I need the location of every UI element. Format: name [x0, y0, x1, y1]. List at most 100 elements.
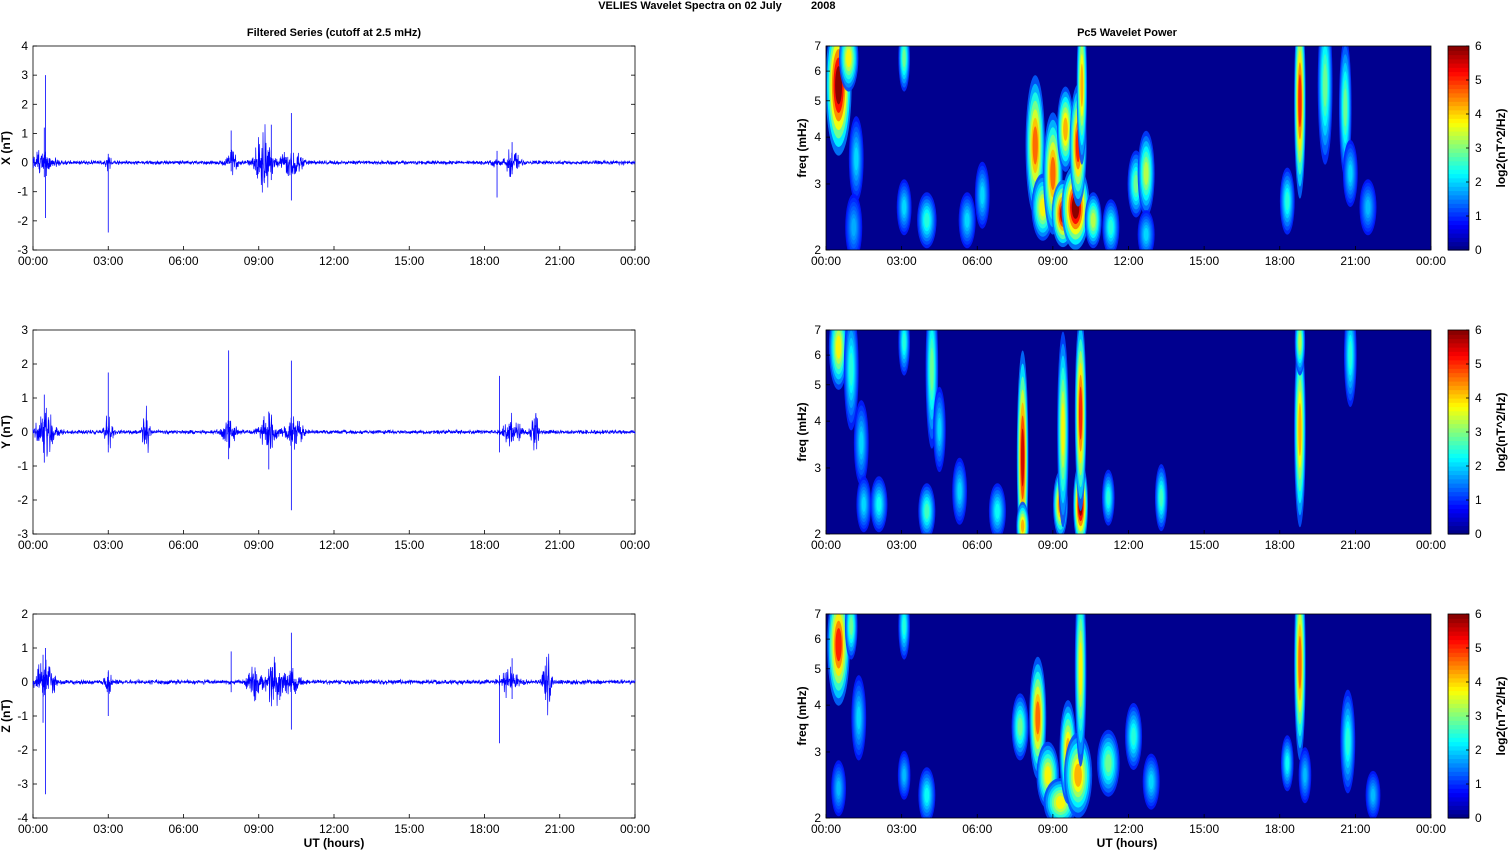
- colorbar-tick-label: 6: [1475, 323, 1482, 337]
- ytick-label: -1: [17, 185, 28, 199]
- heatmap-blob: [1133, 174, 1139, 194]
- colorbar-cell: [1448, 199, 1469, 204]
- ytick-label: 2: [814, 527, 821, 541]
- x-xtick-label: 12:00: [1113, 822, 1143, 836]
- colorbar-cell: [1448, 457, 1469, 463]
- colorbar-cell: [1448, 618, 1469, 624]
- x-xtick-label: 21:00: [545, 254, 575, 268]
- colorbar-cell: [1448, 788, 1469, 794]
- heatmap-blob: [1079, 642, 1083, 696]
- colorbar-cell: [1448, 699, 1469, 704]
- colorbar-cell: [1448, 686, 1469, 692]
- colorbar-cell: [1448, 156, 1469, 162]
- heatmap-blob: [846, 48, 852, 68]
- colorbar-cell: [1448, 224, 1469, 230]
- heatmap-blob: [835, 628, 842, 662]
- colorbar-tick-label: 3: [1475, 425, 1482, 439]
- x-xtick-label: 21:00: [1340, 822, 1370, 836]
- colorbar-cell: [1448, 241, 1469, 247]
- ytick-label: 3: [21, 323, 28, 337]
- ytick-label: 3: [21, 68, 28, 82]
- x-xtick-label: 06:00: [168, 538, 198, 552]
- heatmap-blob: [902, 332, 906, 352]
- ytick-label: 4: [814, 698, 821, 712]
- heatmap-blob: [1285, 755, 1290, 771]
- y-axis-label: freq (mHz): [795, 118, 809, 177]
- figure-title: VELIES Wavelet Spectra on 02 July: [598, 0, 782, 12]
- colorbar-label: log2(nT^2/Hz): [1494, 676, 1508, 755]
- figure-title-year: 2008: [811, 0, 835, 12]
- colorbar-cell: [1448, 376, 1469, 382]
- colorbar-cell: [1448, 483, 1469, 488]
- colorbar-tick-label: 2: [1475, 175, 1482, 189]
- colorbar-cell: [1448, 466, 1469, 471]
- ytick-label: -1: [17, 709, 28, 723]
- heatmap-blob: [1080, 63, 1084, 107]
- ytick-label: 2: [814, 811, 821, 825]
- x-xtick-label: 21:00: [1340, 254, 1370, 268]
- wavelet-panel-3: 2 3 4 5 6 7 00:00 03:00 06:00 09:00 12:00 15:00 18:0…: [795, 607, 1508, 836]
- colorbar-cell: [1448, 648, 1469, 653]
- line-panel-1: -3 -2 -1 0 1 2 3 4 00:00 03:00 06:00 09:00 12:00 15:0…: [0, 39, 650, 268]
- colorbar-cell: [1448, 338, 1469, 344]
- colorbar-tick-label: 3: [1475, 141, 1482, 155]
- heatmap-blob: [1106, 490, 1111, 506]
- x-xtick-label: 00:00: [811, 538, 841, 552]
- y-axis-label: Y (nT): [0, 415, 13, 449]
- x-xtick-label: 12:00: [319, 254, 349, 268]
- heatmap-blob: [1303, 767, 1307, 783]
- right-x-axis-label: UT (hours): [1097, 836, 1158, 850]
- colorbar-label: log2(nT^2/Hz): [1494, 108, 1508, 187]
- colorbar-cell: [1448, 233, 1469, 238]
- heatmap-blob: [957, 482, 962, 501]
- x-xtick-label: 03:00: [887, 538, 917, 552]
- x-xtick-label: 00:00: [1416, 254, 1446, 268]
- colorbar-cell: [1448, 75, 1469, 81]
- heatmap-blob: [836, 780, 841, 796]
- colorbar-cell: [1448, 186, 1469, 192]
- colorbar-cell: [1448, 245, 1469, 251]
- x-xtick-label: 09:00: [244, 254, 274, 268]
- colorbar-cell: [1448, 406, 1469, 412]
- heatmap-blob: [1148, 774, 1154, 790]
- colorbar-cell: [1448, 135, 1469, 141]
- heatmap-blob: [835, 66, 843, 105]
- x-xtick-label: 09:00: [1038, 538, 1068, 552]
- colorbar-tick-label: 1: [1475, 209, 1482, 223]
- x-xtick-label: 09:00: [244, 538, 274, 552]
- colorbar-cell: [1448, 809, 1469, 815]
- colorbar-cell: [1448, 529, 1469, 535]
- colorbar-cell: [1448, 148, 1469, 153]
- colorbar-tick-label: 5: [1475, 641, 1482, 655]
- colorbar-cell: [1448, 71, 1469, 77]
- heatmap-blob: [1105, 754, 1112, 773]
- x-xtick-label: 12:00: [1113, 538, 1143, 552]
- ytick-label: 1: [21, 126, 28, 140]
- colorbar-tick-label: 2: [1475, 743, 1482, 757]
- colorbar-cell: [1448, 813, 1469, 819]
- colorbar-cell: [1448, 237, 1469, 243]
- colorbar-cell: [1448, 101, 1469, 107]
- ytick-label: -3: [17, 243, 28, 257]
- heatmap-blob: [995, 503, 1000, 519]
- heatmap-blob: [924, 503, 930, 519]
- colorbar-cell: [1448, 97, 1469, 102]
- colorbar-cell: [1448, 122, 1469, 128]
- ytick-label: 7: [814, 39, 821, 53]
- colorbar-cell: [1448, 126, 1469, 132]
- colorbar-cell: [1448, 402, 1469, 408]
- x-xtick-label: 18:00: [1265, 822, 1295, 836]
- colorbar-cell: [1448, 682, 1469, 687]
- x-xtick-label: 09:00: [1038, 822, 1068, 836]
- ytick-label: 2: [21, 607, 28, 621]
- colorbar-cell: [1448, 720, 1469, 726]
- colorbar-cell: [1448, 228, 1469, 234]
- colorbar-cell: [1448, 754, 1469, 760]
- colorbar-cell: [1448, 762, 1469, 768]
- heatmap-blob: [1108, 219, 1114, 235]
- colorbar-cell: [1448, 805, 1469, 811]
- ytick-label: 1: [21, 391, 28, 405]
- x-xtick-label: 12:00: [319, 822, 349, 836]
- y-axis-label: Z (nT): [0, 699, 13, 732]
